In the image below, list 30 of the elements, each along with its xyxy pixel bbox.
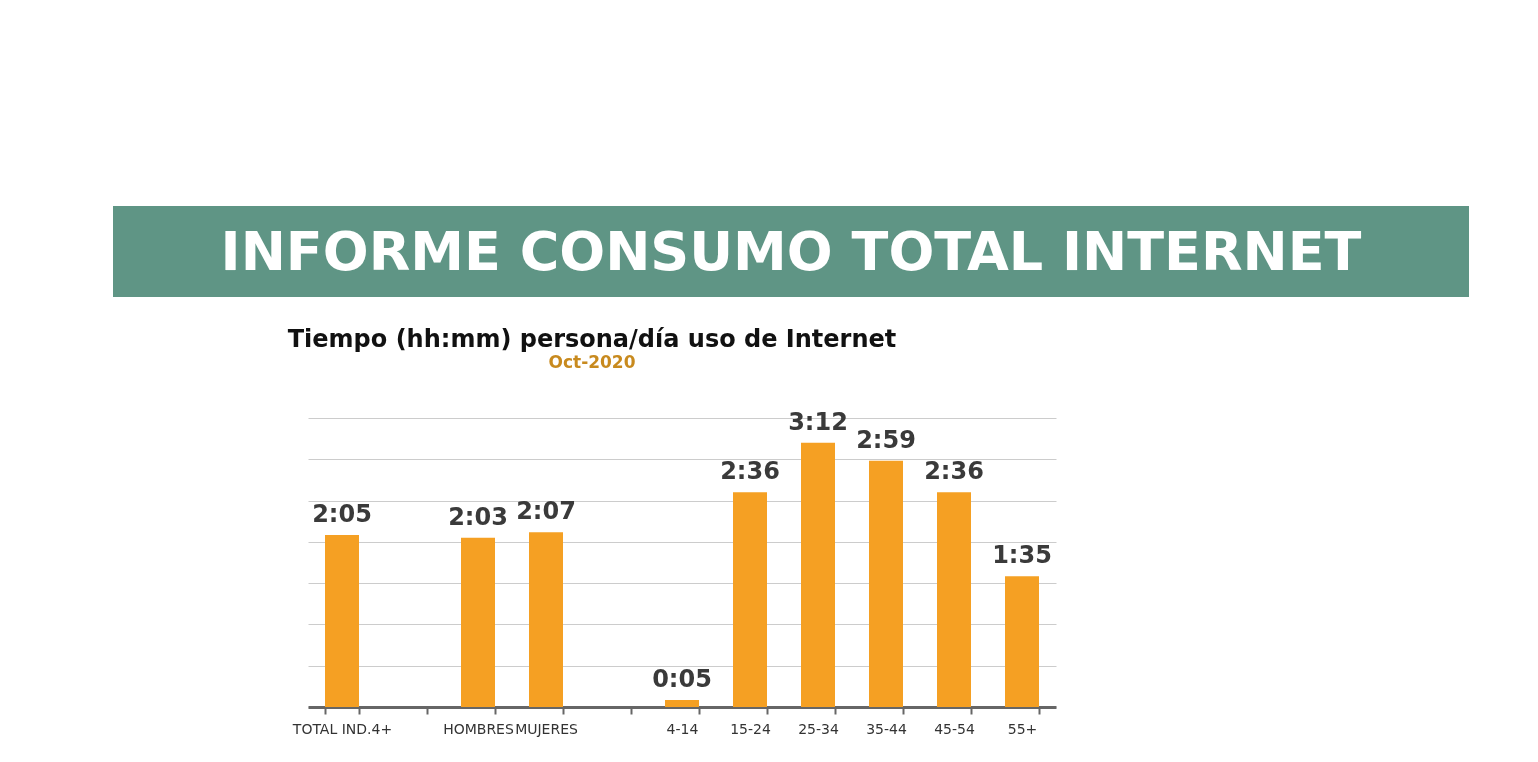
bar: [461, 537, 495, 707]
data-label: 2:59: [856, 425, 916, 454]
bar: [937, 492, 971, 707]
data-label: 2:36: [924, 457, 984, 486]
data-label: 0:05: [652, 665, 712, 694]
bar: [529, 532, 563, 707]
x-tick-label: TOTAL IND.4+: [291, 720, 393, 737]
x-tick-label: 45-54: [934, 720, 975, 737]
x-tick-label: 15-24: [730, 720, 771, 737]
x-tick-label: MUJERES: [515, 720, 578, 737]
bar: [733, 492, 767, 707]
data-label: 1:35: [992, 541, 1052, 570]
chart-subtitle: Oct-2020: [548, 351, 636, 372]
chart-title: Tiempo (hh:mm) persona/día uso de Internet: [287, 324, 897, 353]
data-label: 2:07: [516, 497, 576, 526]
data-label: 2:05: [312, 499, 372, 528]
bar: [1005, 576, 1039, 707]
x-tick-label: 25-34: [798, 720, 839, 737]
data-label: 3:12: [788, 407, 848, 436]
bar: [325, 534, 359, 707]
data-label: 2:03: [448, 502, 508, 531]
x-tick-label: 4-14: [666, 720, 699, 737]
bar: [869, 460, 903, 707]
data-label: 2:36: [720, 457, 780, 486]
bar: [665, 700, 699, 707]
x-tick-label: 35-44: [866, 720, 907, 737]
text: INFORME CONSUMO TOTAL INTERNET: [113, 206, 1469, 297]
x-tick-label: 55+: [1007, 720, 1038, 737]
x-tick-label: HOMBRES: [443, 720, 514, 737]
bar: [801, 442, 835, 707]
